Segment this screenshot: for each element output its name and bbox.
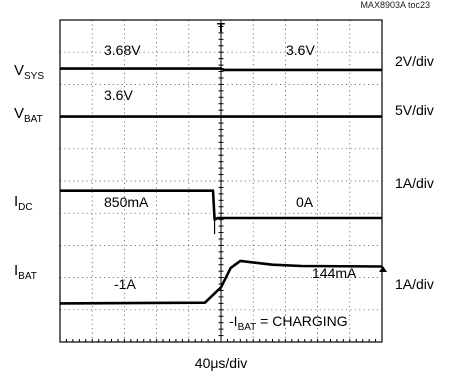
x-axis-label: 40μs/div [195,355,247,371]
trace-annotation: 3.6V [104,87,133,103]
trigger-marker: T [217,20,225,35]
trace-ibat [59,259,383,305]
scale-label-idc: 1A/div [395,175,434,191]
figure-reference: MAX8903A toc23 [360,0,430,10]
trace-end-arrow [379,266,387,272]
trace-annotation: 0A [296,194,314,210]
labels: T VSYS 2V/div 3.68V 3.6V VBAT 5V/div 3.6V IDC 1A/… [14,20,434,333]
channel-label-idc: IDC [14,193,33,213]
trace-annotation: 3.6V [286,42,315,58]
traces [59,67,387,305]
trace-annotation: -1A [114,276,136,292]
trace-vsys [60,67,382,72]
charging-note: -IBAT = CHARGING [229,313,348,333]
channel-label-vbat: VBAT [14,105,43,125]
trace-annotation: 3.68V [104,42,141,58]
scale-label-vbat: 5V/div [395,102,434,118]
scale-label-ibat: 1A/div [395,276,434,292]
channel-label-vsys: VSYS [14,62,44,82]
scale-label-vsys: 2V/div [395,53,434,69]
trace-annotation: 144mA [312,265,357,281]
trace-annotation: 850mA [104,194,149,210]
plot-frame [59,19,383,343]
channel-label-ibat: IBAT [14,262,37,282]
